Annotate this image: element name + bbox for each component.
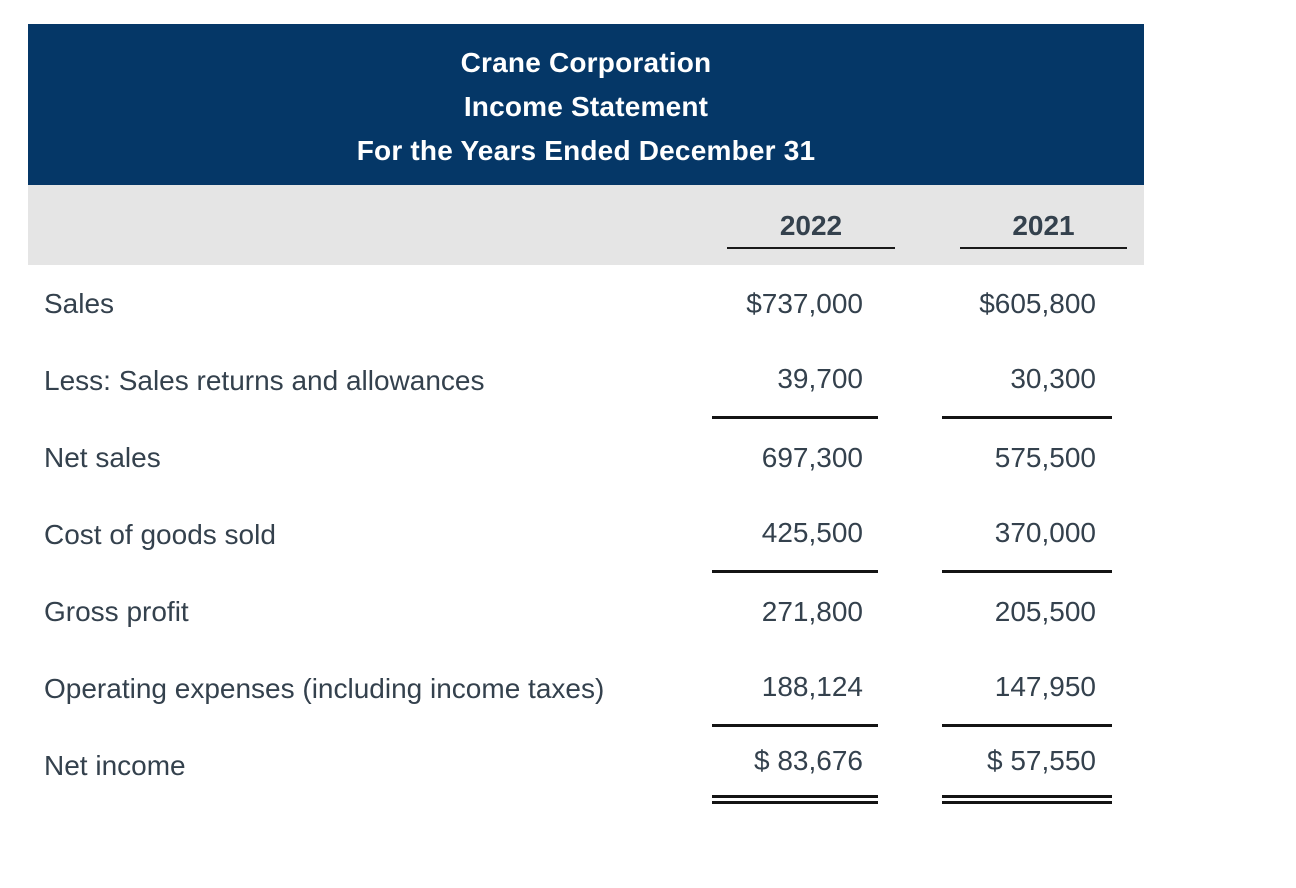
year-header-spacer (28, 185, 727, 265)
value-2022: $737,000 (712, 265, 878, 342)
value-2022-text: 697,300 (761, 441, 863, 473)
year-header-row: 2022 2021 (28, 185, 1144, 265)
value-2022-text: 271,800 (761, 595, 863, 627)
value-2021: $605,800 (942, 265, 1112, 342)
value-2021-text: $ 57,550 (987, 745, 1096, 776)
row-label: Gross profit (44, 595, 189, 627)
row-label: Operating expenses (including income tax… (44, 672, 605, 704)
value-2022-text: 39,700 (777, 363, 863, 394)
value-2022: 697,300 (712, 419, 878, 496)
column-gap (878, 496, 942, 573)
column-gap (878, 650, 942, 727)
year-header-gap (895, 185, 960, 265)
value-2021: 205,500 (942, 573, 1112, 650)
value-2022: 425,500 (712, 496, 878, 573)
value-2021-text: 575,500 (994, 441, 1096, 473)
column-gap (878, 342, 942, 419)
value-2022: $ 83,676 (712, 727, 878, 804)
value-2021-text: 30,300 (1010, 363, 1096, 394)
table-row: Sales $737,000 $605,800 (28, 265, 1144, 342)
column-gap (878, 419, 942, 496)
column-gap (878, 265, 942, 342)
row-label: Cost of goods sold (44, 518, 276, 550)
value-2022: 39,700 (712, 342, 878, 419)
value-2021-text: 205,500 (994, 595, 1096, 627)
value-2021: $ 57,550 (942, 727, 1112, 804)
value-2021: 575,500 (942, 419, 1112, 496)
value-2021: 30,300 (942, 342, 1112, 419)
income-statement-card: Crane Corporation Income Statement For t… (28, 24, 1144, 804)
row-label: Net income (44, 749, 186, 781)
table-row: Net income $ 83,676 $ 57,550 (28, 727, 1144, 804)
company-name: Crane Corporation (460, 47, 712, 78)
value-2021-text: 147,950 (994, 671, 1096, 702)
value-2021-text: $605,800 (979, 287, 1096, 319)
table-row: Operating expenses (including income tax… (28, 650, 1144, 727)
table-row: Net sales 697,300 575,500 (28, 419, 1144, 496)
row-label: Less: Sales returns and allowances (44, 364, 485, 396)
row-label: Sales (44, 287, 115, 319)
value-2021-text: 370,000 (994, 517, 1096, 548)
statement-title: Income Statement (463, 91, 709, 122)
table-row: Cost of goods sold 425,500 370,000 (28, 496, 1144, 573)
value-2022: 271,800 (712, 573, 878, 650)
row-label: Net sales (44, 441, 161, 473)
value-2021: 370,000 (942, 496, 1112, 573)
statement-title-band: Crane Corporation Income Statement For t… (28, 24, 1144, 185)
statement-body: Sales $737,000 $605,800 Less: Sales retu… (28, 265, 1144, 804)
column-gap (878, 573, 942, 650)
value-2022-text: $ 83,676 (754, 745, 863, 776)
table-row: Gross profit 271,800 205,500 (28, 573, 1144, 650)
value-2022: 188,124 (712, 650, 878, 727)
table-row: Less: Sales returns and allowances 39,70… (28, 342, 1144, 419)
statement-period: For the Years Ended December 31 (356, 135, 816, 166)
year-column-2022: 2022 (727, 210, 895, 249)
value-2021: 147,950 (942, 650, 1112, 727)
column-gap (878, 727, 942, 804)
value-2022-text: 425,500 (761, 517, 863, 548)
value-2022-text: 188,124 (761, 671, 863, 702)
value-2022-text: $737,000 (746, 287, 863, 319)
year-column-2021: 2021 (960, 210, 1127, 249)
